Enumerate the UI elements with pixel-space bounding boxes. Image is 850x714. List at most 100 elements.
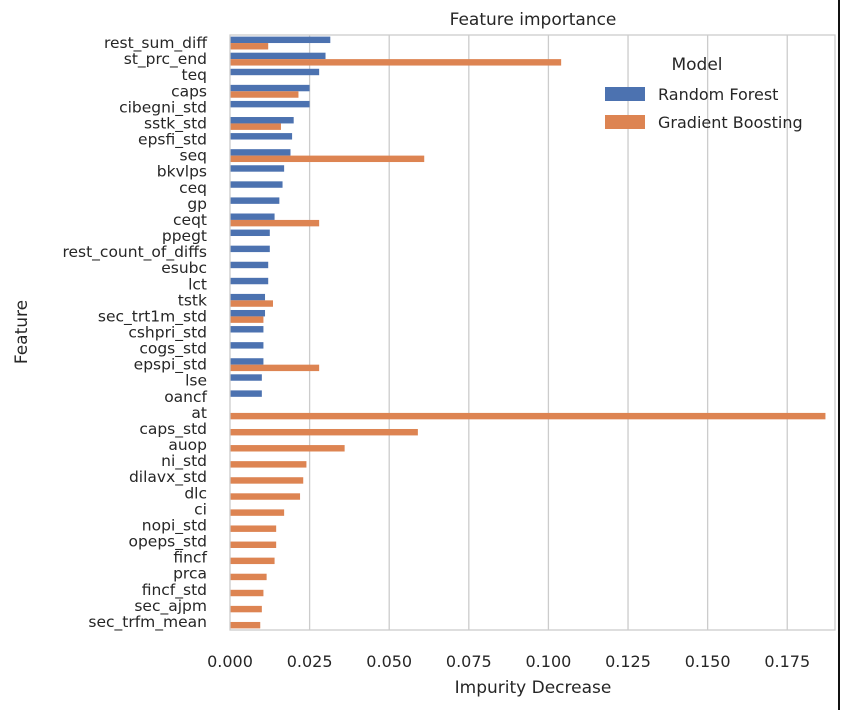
- bars: [230, 36, 826, 629]
- y-tick-label: bkvlps: [157, 163, 207, 181]
- x-tick-label: 0.175: [764, 652, 810, 671]
- bar-gradient-boosting: [230, 123, 281, 130]
- bar-random-forest: [230, 149, 291, 156]
- y-tick-label: sec_trfm_mean: [88, 613, 207, 632]
- legend-label-gradient-boosting: Gradient Boosting: [658, 113, 803, 132]
- bar-random-forest: [230, 293, 266, 301]
- bar-random-forest: [230, 133, 293, 140]
- bar-random-forest: [230, 358, 264, 365]
- bar-random-forest: [230, 261, 269, 269]
- bar-gradient-boosting: [230, 557, 275, 565]
- bar-gradient-boosting: [230, 589, 264, 597]
- y-tick-label: auop: [168, 436, 207, 454]
- bar-random-forest: [230, 245, 270, 253]
- y-tick-label: ceq: [179, 179, 207, 197]
- bar-gradient-boosting: [230, 428, 418, 436]
- bar-random-forest: [230, 309, 266, 317]
- y-tick-labels: rest_sum_diffst_prc_endteqcapscibegni_st…: [62, 34, 207, 632]
- bar-random-forest: [230, 213, 275, 220]
- legend-title: Model: [671, 55, 722, 75]
- y-tick-label: ni_std: [161, 452, 207, 471]
- bar-gradient-boosting: [230, 316, 264, 323]
- bar-gradient-boosting: [230, 493, 301, 500]
- y-tick-label: st_prc_end: [124, 50, 207, 69]
- bar-random-forest: [230, 68, 320, 76]
- legend-swatch-gradient-boosting: [605, 115, 645, 129]
- y-tick-label: sstk_std: [144, 114, 207, 133]
- y-tick-label: cibegni_std: [119, 98, 207, 117]
- bar-gradient-boosting: [230, 445, 345, 452]
- bar-gradient-boosting: [230, 59, 562, 66]
- bar-random-forest: [230, 390, 262, 397]
- y-tick-label: ceqt: [173, 211, 207, 229]
- y-tick-label: epspi_std: [134, 356, 207, 375]
- x-tick-label: 0.075: [446, 652, 492, 671]
- bar-gradient-boosting: [230, 525, 277, 532]
- y-tick-label: epsfi_std: [138, 131, 207, 150]
- y-tick-label: seq: [180, 147, 207, 165]
- y-tick-label: rest_sum_diff: [104, 34, 207, 53]
- gridlines: [308, 35, 788, 630]
- bar-gradient-boosting: [230, 621, 261, 629]
- bar-random-forest: [230, 197, 280, 204]
- bar-random-forest: [230, 100, 310, 108]
- bar-gradient-boosting: [230, 91, 299, 98]
- x-tick-labels: 0.000 0.025 0.050 0.075 0.100 0.125 0.150 0.175: [207, 652, 810, 671]
- bar-random-forest: [230, 342, 264, 349]
- bar-random-forest: [230, 181, 283, 188]
- bar-random-forest: [230, 229, 270, 237]
- x-tick-label: 0.100: [526, 652, 572, 671]
- bar-gradient-boosting: [230, 461, 307, 468]
- y-tick-label: gp: [187, 195, 207, 213]
- legend-label-random-forest: Random Forest: [658, 85, 778, 104]
- y-tick-label: ci: [194, 500, 207, 518]
- legend-swatch-random-forest: [605, 87, 645, 101]
- y-tick-label: caps_std: [139, 420, 207, 439]
- bar-random-forest: [230, 165, 285, 172]
- y-tick-label: fincf_std: [142, 581, 207, 600]
- x-tick-label: 0.025: [287, 652, 333, 671]
- y-axis-label: Feature: [12, 300, 32, 364]
- y-tick-label: sec_trt1m_std: [98, 307, 207, 326]
- y-tick-label: cogs_std: [139, 340, 207, 359]
- y-tick-label: cshpri_std: [128, 324, 207, 343]
- x-tick-label: 0.050: [366, 652, 412, 671]
- bar-gradient-boosting: [230, 412, 826, 420]
- bar-gradient-boosting: [230, 300, 273, 307]
- bar-gradient-boosting: [230, 155, 425, 163]
- y-tick-label: sec_ajpm: [134, 597, 207, 616]
- bar-gradient-boosting: [230, 541, 277, 548]
- x-tick-label: 0.150: [685, 652, 731, 671]
- x-tick-label: 0.000: [207, 652, 253, 671]
- chart-title: Feature importance: [450, 10, 617, 30]
- bar-random-forest: [230, 277, 269, 285]
- y-tick-label: oancf: [164, 388, 207, 406]
- y-tick-label: rest_count_of_diffs: [62, 243, 207, 262]
- y-tick-label: tstk: [178, 291, 207, 309]
- y-tick-label: teq: [182, 66, 207, 84]
- y-tick-label: nopi_std: [142, 516, 207, 535]
- y-tick-label: caps: [171, 82, 207, 100]
- y-tick-label: fincf: [173, 549, 207, 567]
- y-tick-label: ppegt: [162, 227, 207, 245]
- y-tick-label: lct: [188, 275, 207, 293]
- y-tick-label: opeps_std: [128, 533, 207, 552]
- x-axis-label: Impurity Decrease: [455, 678, 612, 698]
- bar-random-forest: [230, 36, 331, 44]
- bar-gradient-boosting: [230, 477, 304, 484]
- bar-gradient-boosting: [230, 573, 267, 581]
- y-tick-label: dilavx_std: [129, 468, 207, 487]
- frame-edge: [838, 0, 840, 710]
- y-tick-label: esubc: [161, 259, 207, 277]
- x-tick-label: 0.125: [605, 652, 651, 671]
- bar-random-forest: [230, 52, 326, 60]
- bar-random-forest: [230, 374, 262, 381]
- y-tick-label: at: [191, 404, 207, 422]
- legend: Model Random Forest Gradient Boosting: [605, 55, 803, 132]
- y-tick-label: dlc: [184, 484, 207, 502]
- plot-area-border: [229, 34, 836, 631]
- y-tick-label: prca: [173, 565, 207, 583]
- y-tick-label: lse: [185, 372, 207, 390]
